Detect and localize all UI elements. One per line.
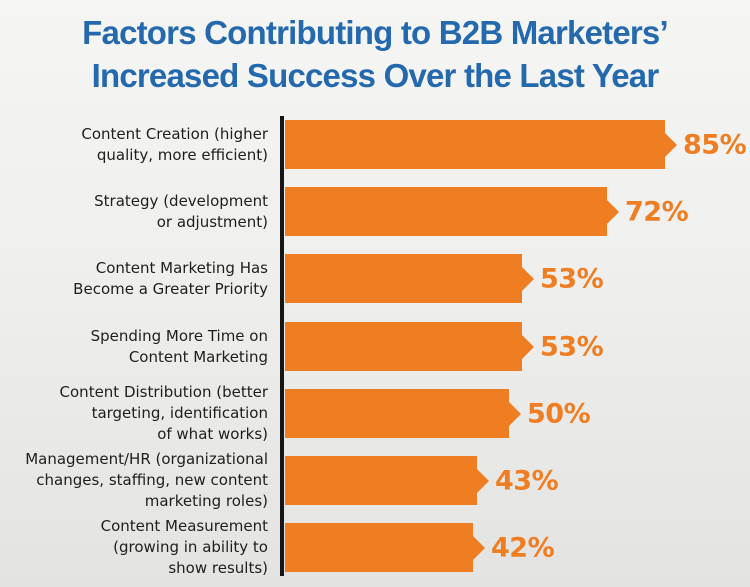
category-label-line: changes, staffing, new content — [36, 471, 268, 489]
chart-title-line1: Factors Contributing to B2B Marketers’ — [82, 14, 668, 51]
category-label: Content Distribution (better targeting, i… — [0, 383, 268, 443]
category-label-line: or adjustment) — [156, 212, 268, 231]
category-label: Content Marketing Has Become a Greater Pr… — [0, 254, 268, 303]
value-label: 42% — [491, 532, 555, 563]
category-label-line: Content Marketing Has — [95, 258, 268, 277]
value-label: 53% — [540, 263, 604, 294]
bar — [285, 254, 534, 303]
bar-row: Strategy (development or adjustment) 72% — [0, 187, 750, 236]
bar-arrow-tip-icon — [522, 334, 534, 359]
value-label: 85% — [683, 129, 747, 160]
bar — [285, 120, 677, 169]
category-label: Spending More Time on Content Marketing — [0, 322, 268, 371]
bar-arrow-tip-icon — [665, 132, 677, 157]
category-label: Content Measurement (growing in ability t… — [0, 517, 268, 577]
category-label-line: quality, more efficient) — [96, 145, 268, 164]
bar — [285, 523, 485, 572]
value-label: 43% — [495, 465, 559, 496]
bar — [285, 456, 489, 505]
category-label-line: Strategy (development — [94, 191, 268, 210]
category-label: Management/HR (organizational changes, st… — [0, 450, 268, 510]
category-label-line: Spending More Time on — [90, 326, 268, 345]
category-label-line: (growing in ability to — [113, 538, 268, 556]
bar — [285, 389, 521, 438]
category-label-line: Content Distribution (better — [59, 383, 268, 401]
value-label: 50% — [527, 398, 591, 429]
category-label: Strategy (development or adjustment) — [0, 187, 268, 236]
bar-row: Spending More Time on Content Marketing 53… — [0, 322, 750, 371]
category-label-line: Content Creation (higher — [81, 124, 268, 143]
value-label: 72% — [625, 196, 689, 227]
bar-row: Content Creation (higher quality, more ef… — [0, 120, 750, 169]
category-label-line: show results) — [168, 559, 268, 577]
value-label: 53% — [540, 331, 604, 362]
category-label-line: targeting, identification — [91, 404, 268, 422]
bar-row: Management/HR (organizational changes, st… — [0, 450, 750, 510]
y-axis-line — [280, 116, 284, 576]
bar-arrow-tip-icon — [477, 468, 489, 493]
category-label-line: marketing roles) — [144, 492, 268, 510]
bar-row: Content Distribution (better targeting, i… — [0, 383, 750, 443]
category-label-line: of what works) — [157, 425, 268, 443]
bar-arrow-tip-icon — [509, 401, 521, 426]
category-label-line: Become a Greater Priority — [73, 279, 268, 298]
category-label: Content Creation (higher quality, more ef… — [0, 120, 268, 169]
bar-arrow-tip-icon — [522, 266, 534, 291]
bar — [285, 322, 534, 371]
chart-title-line2: Increased Success Over the Last Year — [91, 57, 660, 94]
category-label-line: Content Measurement — [100, 517, 268, 535]
bar-arrow-tip-icon — [607, 199, 619, 224]
chart-title: Factors Contributing to B2B Marketers’ I… — [0, 0, 750, 97]
category-label-line: Management/HR (organizational — [25, 450, 268, 468]
bar — [285, 187, 619, 236]
category-label-line: Content Marketing — [128, 347, 268, 366]
bar-row: Content Marketing Has Become a Greater Pr… — [0, 254, 750, 303]
bar-row: Content Measurement (growing in ability t… — [0, 517, 750, 577]
bar-arrow-tip-icon — [473, 535, 485, 560]
